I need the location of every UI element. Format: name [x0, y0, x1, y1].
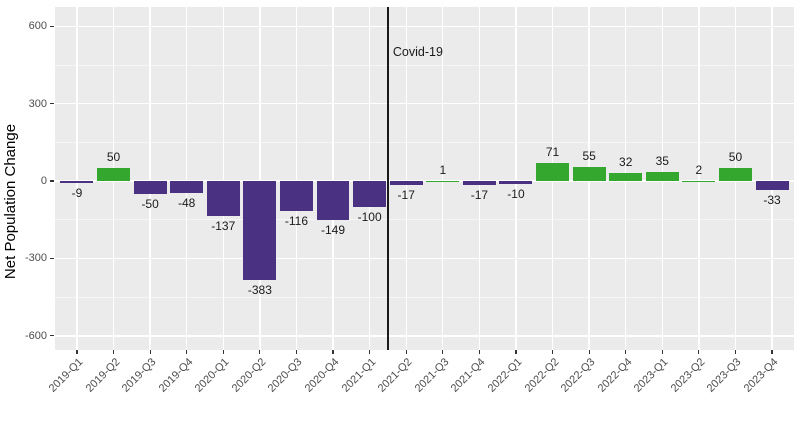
gridline-major-y-600: [55, 25, 794, 28]
y-tick-0: [50, 180, 54, 182]
x-tick-2023-Q1: [661, 350, 663, 354]
gridline-major-y--600: [55, 335, 794, 337]
gridline-major-y-0: [55, 180, 794, 182]
bar-2019-Q1: [60, 181, 94, 184]
gridline-x-2021-Q1: [368, 7, 371, 350]
bar-2020-Q1: [206, 181, 240, 217]
y-tick-label-0: 0: [40, 175, 47, 188]
value-label-2019-Q2: 50: [106, 150, 121, 165]
x-tick-2020-Q1: [222, 350, 224, 354]
gridline-x-2023-Q2: [698, 7, 700, 350]
y-tick-label--300: -300: [24, 252, 47, 265]
x-tick-2023-Q2: [698, 350, 700, 354]
value-label-2020-Q2: -383: [247, 282, 272, 297]
gridline-minor-y--450: [55, 296, 794, 298]
x-tick-2022-Q2: [551, 350, 554, 354]
x-tick-2021-Q2: [405, 350, 407, 354]
bar-2020-Q3: [279, 181, 313, 211]
bar-2022-Q1: [499, 181, 533, 184]
value-label-2020-Q1: -137: [211, 219, 236, 234]
gridline-x-2023-Q4: [771, 7, 773, 350]
value-label-2022-Q1: -10: [507, 186, 525, 201]
value-label-2023-Q3: 50: [728, 150, 743, 165]
value-label-2022-Q2: 71: [545, 144, 560, 159]
y-tick--600: [50, 335, 54, 337]
bar-2021-Q4: [462, 181, 496, 186]
gridline-major-y--300: [55, 257, 794, 260]
value-label-2022-Q3: 55: [582, 148, 596, 163]
y-tick-label--600: -600: [24, 329, 47, 342]
gridline-x-2019-Q1: [76, 7, 78, 350]
bar-2022-Q2: [536, 162, 569, 182]
gridline-major-y-300: [55, 103, 794, 105]
gridline-x-2020-Q4: [332, 7, 334, 350]
bar-2021-Q1: [353, 181, 387, 207]
value-label-2023-Q2: 2: [695, 162, 703, 177]
covid-vline: [387, 7, 389, 350]
x-tick-2020-Q4: [332, 350, 334, 354]
value-label-2021-Q4: -17: [470, 188, 489, 203]
value-label-2020-Q4: -149: [321, 222, 346, 237]
bar-2019-Q3: [133, 181, 167, 194]
value-label-2019-Q1: -9: [71, 186, 83, 201]
x-tick-2019-Q3: [149, 350, 151, 354]
value-label-2022-Q4: 32: [619, 154, 633, 169]
gridline-x-2019-Q4: [186, 7, 188, 350]
bar-2021-Q3: [426, 180, 460, 182]
bar-2023-Q1: [645, 172, 679, 182]
y-tick-label-300: 300: [28, 97, 47, 110]
bar-2021-Q2: [389, 181, 423, 186]
bar-2022-Q3: [572, 166, 606, 182]
covid-annotation: Covid-19: [392, 45, 443, 59]
bar-2019-Q2: [97, 168, 130, 182]
bar-2023-Q3: [719, 168, 752, 182]
bar-2022-Q4: [609, 172, 643, 182]
bar-2019-Q4: [170, 181, 204, 194]
bar-2023-Q2: [682, 180, 716, 182]
value-label-2021-Q2: -17: [397, 188, 415, 203]
x-tick-2022-Q3: [588, 350, 590, 354]
gridline-minor-y-150: [55, 141, 794, 143]
gridline-x-2020-Q3: [295, 7, 298, 350]
x-tick-2023-Q4: [771, 350, 773, 354]
gridline-minor-y-450: [55, 64, 794, 66]
bar-2020-Q2: [243, 181, 277, 280]
gridline-x-2019-Q3: [149, 7, 151, 350]
y-tick--300: [50, 257, 54, 260]
y-tick-300: [50, 103, 54, 105]
value-label-2023-Q1: 35: [655, 154, 669, 169]
x-tick-2019-Q4: [186, 350, 188, 354]
x-tick-2021-Q4: [478, 350, 480, 354]
x-tick-2019-Q2: [112, 350, 115, 354]
value-label-2020-Q3: -116: [284, 213, 309, 228]
x-tick-2022-Q1: [515, 350, 517, 354]
value-label-2021-Q3: 1: [439, 162, 447, 177]
x-tick-2022-Q4: [625, 350, 627, 354]
gridline-x-2020-Q2: [259, 7, 261, 350]
x-tick-2019-Q1: [76, 350, 78, 354]
y-tick-label-600: 600: [28, 20, 47, 33]
x-tick-2021-Q1: [369, 350, 371, 354]
plot-panel: Covid-19 -9 50 -50 -48 -137 -383 -116 -149 -100 -1…: [55, 7, 794, 350]
gridline-x-2020-Q1: [222, 7, 224, 350]
gridline-x-2021-Q4: [478, 7, 481, 350]
value-label-2019-Q3: -50: [141, 196, 159, 211]
x-tick-2020-Q2: [259, 350, 261, 354]
x-tick-2021-Q3: [442, 350, 444, 354]
x-tick-2020-Q3: [295, 350, 298, 354]
value-label-2021-Q1: -100: [357, 209, 382, 224]
gridline-x-2022-Q1: [515, 7, 517, 350]
y-tick-600: [50, 25, 54, 27]
bar-2023-Q4: [755, 181, 789, 190]
x-tick-2023-Q3: [734, 350, 737, 354]
gridline-x-2021-Q3: [442, 7, 444, 350]
bar-2020-Q4: [316, 181, 350, 220]
gridline-x-2021-Q2: [405, 7, 407, 350]
value-label-2019-Q4: -48: [178, 196, 196, 211]
gridline-minor-y--150: [55, 219, 794, 221]
value-label-2023-Q4: -33: [763, 192, 781, 207]
